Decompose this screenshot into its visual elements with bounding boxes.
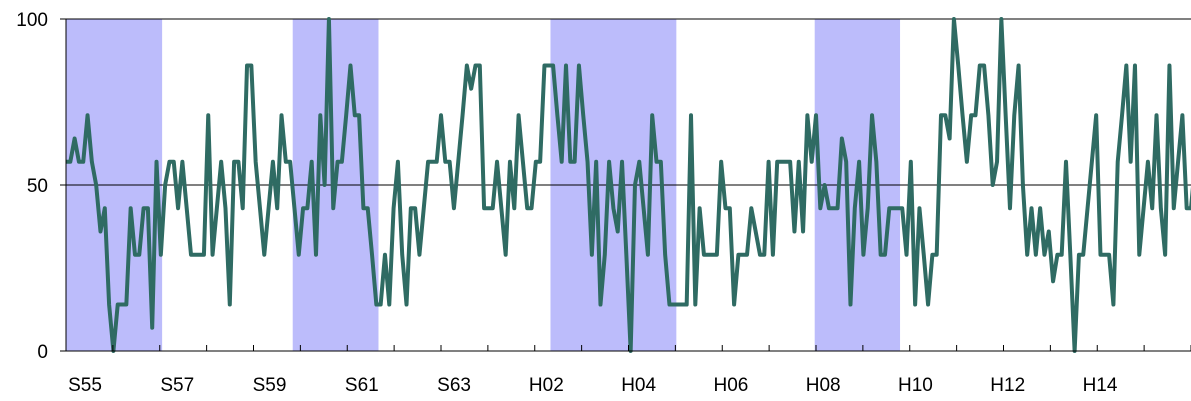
x-tick-label-H08: H08	[806, 375, 841, 396]
x-tick-label-S63: S63	[437, 375, 471, 396]
y-tick-label-0: 0	[37, 342, 48, 363]
x-axis-ticks: S55 S57 S59 S61 S63 H02 H04 H06 H08 H10 H12 H14	[68, 345, 1191, 396]
x-tick-label-H12: H12	[990, 375, 1025, 396]
y-axis-ticks: 0 50 100	[16, 10, 66, 363]
x-tick-label-H10: H10	[898, 375, 933, 396]
x-tick-label-H02: H02	[529, 375, 564, 396]
x-tick-label-S57: S57	[160, 375, 194, 396]
y-tick-label-100: 100	[16, 10, 48, 31]
x-tick-label-H04: H04	[621, 375, 656, 396]
x-tick-label-S55: S55	[68, 375, 102, 396]
series-layer	[66, 17, 1191, 353]
x-tick-label-H06: H06	[713, 375, 748, 396]
series-line-1	[66, 17, 1191, 353]
x-tick-label-H14: H14	[1083, 375, 1118, 396]
x-tick-label-S59: S59	[253, 375, 287, 396]
x-tick-label-S61: S61	[345, 375, 379, 396]
y-tick-label-50: 50	[27, 176, 48, 197]
